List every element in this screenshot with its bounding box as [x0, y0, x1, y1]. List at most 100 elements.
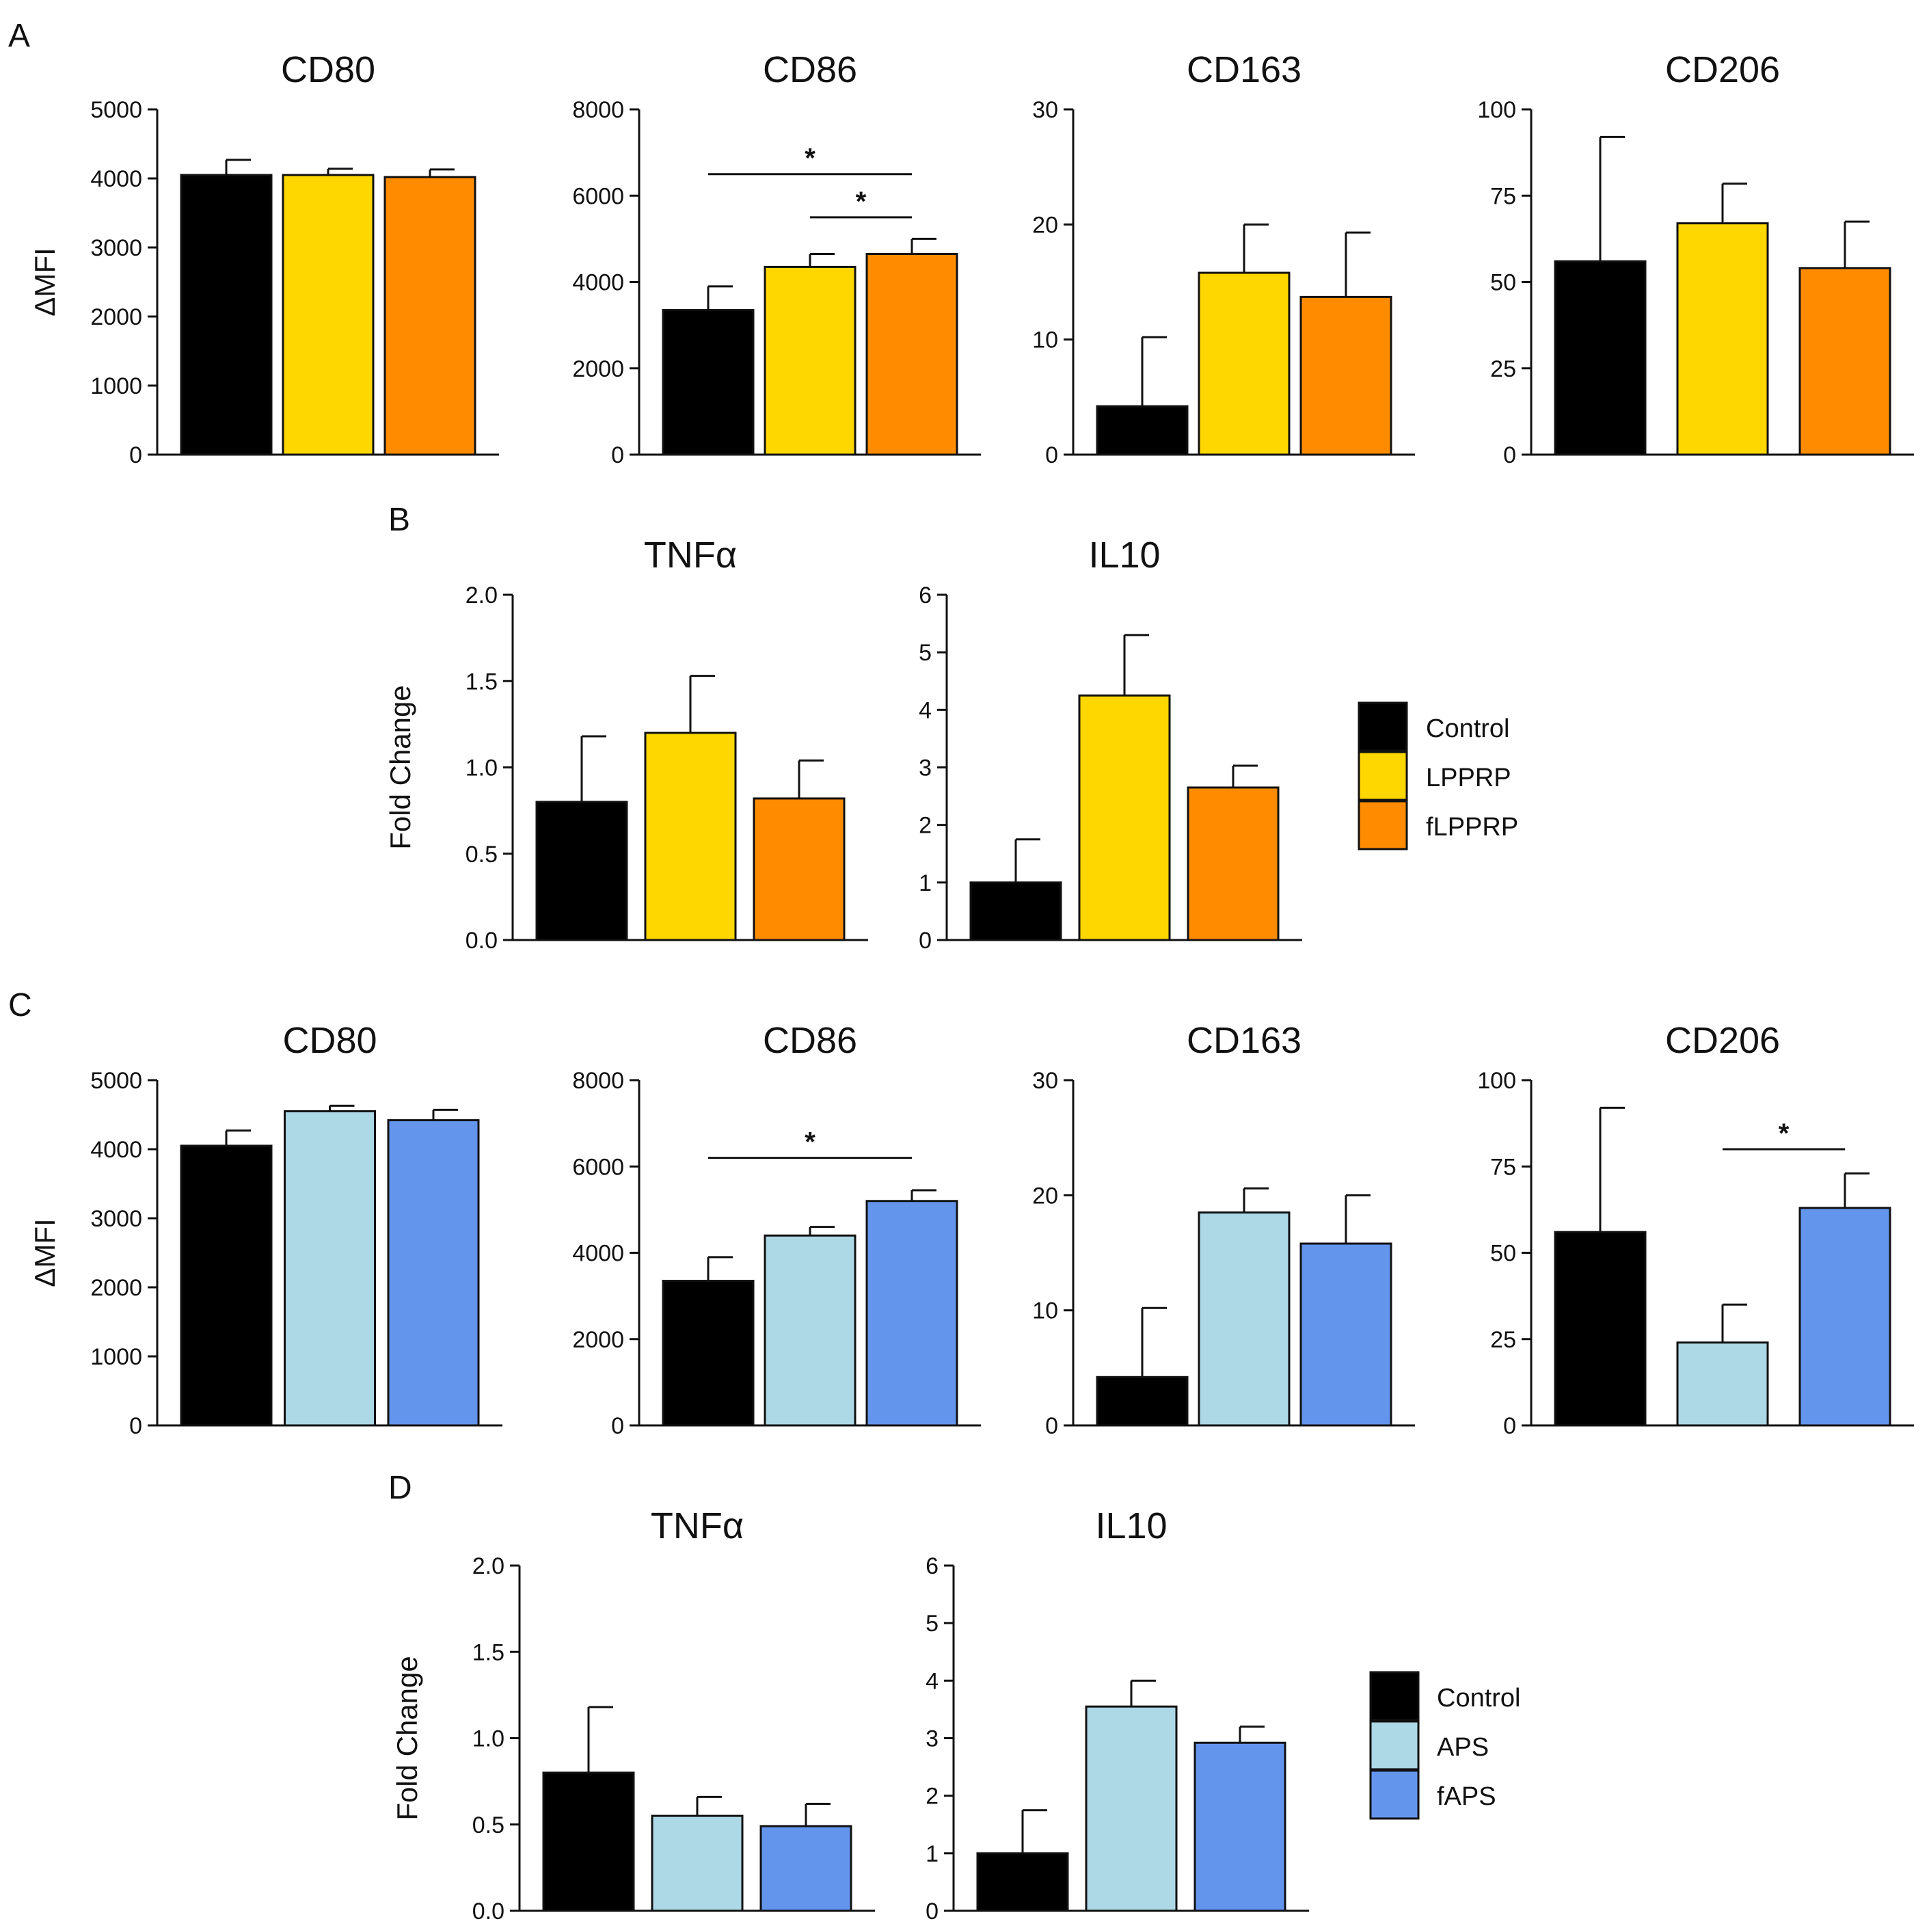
bar-control	[1554, 260, 1647, 456]
chart-c2: 0 2000 4000 6000 8000 CD86 *	[572, 1020, 981, 1439]
chart-a4: 0 25 50 75 100 CD206	[1477, 49, 1914, 468]
chart-title: IL10	[1095, 1505, 1167, 1546]
y-tick-label: 50	[1490, 270, 1516, 296]
bar-lpprp	[764, 265, 856, 456]
chart-a2: 0 2000 4000 6000 8000 CD86 * *	[572, 49, 981, 468]
bar-lpprp	[1676, 222, 1769, 456]
legend-d-swatch-1	[1369, 1720, 1420, 1771]
chart-a1: 0 1000 2000 3000 4000 5000 CD80 ΔMFI	[29, 49, 499, 468]
bar-lpprp	[1078, 694, 1171, 941]
panel-label-c: C	[8, 987, 32, 1023]
legend-d-swatch-2	[1369, 1769, 1420, 1820]
y-tick-label: 30	[1032, 97, 1058, 123]
legend-b-label-2: fLPPRP	[1426, 813, 1518, 842]
chart-title: CD80	[282, 1020, 377, 1061]
bar-control	[662, 1280, 755, 1427]
legend-d: Control APS fAPS	[1369, 1671, 1521, 1820]
y-tick-label: 0	[1045, 442, 1058, 468]
y-tick-label: 4	[919, 697, 932, 723]
bar-faps	[1193, 1741, 1286, 1912]
bar-aps	[284, 1110, 376, 1427]
y-tick-label: 1000	[90, 1344, 142, 1370]
y-tick-label: 20	[1032, 212, 1058, 238]
y-tick-label: 1	[926, 1841, 939, 1867]
y-tick-label: 5000	[90, 97, 142, 123]
y-tick-label: 0	[611, 442, 624, 468]
charts-group: 010002000300040005000CD80ΔMFI02000400060…	[29, 49, 1914, 1924]
bar-aps	[1085, 1705, 1178, 1912]
y-tick-label: 2000	[572, 1327, 624, 1353]
panel-label-d: D	[388, 1470, 412, 1506]
y-tick-label: 0	[1503, 1413, 1516, 1439]
bar-flpprp	[1798, 267, 1891, 456]
y-tick-label: 3000	[90, 235, 142, 261]
chart-d1: 0.0 0.5 1.0 1.5 2.0 TNFα Fold Change	[391, 1505, 875, 1924]
y-tick-label: 2000	[90, 304, 142, 330]
panel-label-b: B	[388, 502, 410, 538]
bar-control	[535, 801, 628, 941]
chart-c4: 0 25 50 75 100 CD206 *	[1477, 1020, 1914, 1439]
y-tick-label: 0	[611, 1413, 624, 1439]
legend-d-label-1: APS	[1437, 1733, 1489, 1762]
bar-control	[1096, 405, 1189, 456]
y-tick-label: 0	[129, 1413, 142, 1439]
legend-b-swatch-0	[1358, 701, 1408, 752]
legend-b-label-1: LPPRP	[1426, 764, 1511, 792]
bar-flpprp	[383, 176, 476, 456]
y-tick-label: 3	[919, 755, 932, 781]
chart-d2: 0 1 2 3 4 5 6 IL10	[926, 1505, 1309, 1924]
y-tick-label: 25	[1490, 356, 1516, 382]
bar-flpprp	[1187, 786, 1280, 941]
y-tick-label: 0	[926, 1899, 939, 1924]
y-tick-label: 100	[1477, 1068, 1516, 1094]
y-tick-label: 0.5	[472, 1812, 504, 1838]
y-axis-label: Fold Change	[391, 1656, 423, 1821]
y-tick-label: 75	[1490, 1154, 1516, 1180]
significance-star: *	[805, 144, 815, 174]
bar-lpprp	[644, 732, 737, 941]
legend-d-label-0: Control	[1437, 1684, 1521, 1713]
bar-aps	[1676, 1341, 1769, 1427]
bar-flpprp	[753, 797, 846, 941]
y-tick-label: 4000	[572, 1241, 624, 1267]
bar-faps	[865, 1200, 958, 1427]
y-tick-label: 100	[1477, 97, 1516, 123]
y-tick-label: 8000	[572, 1068, 624, 1094]
y-tick-label: 1.0	[472, 1726, 504, 1752]
bar-lpprp	[282, 174, 375, 456]
bar-flpprp	[865, 252, 958, 456]
y-tick-label: 4000	[90, 1137, 142, 1163]
bar-control	[662, 309, 755, 456]
significance-star: *	[856, 187, 867, 217]
bar-control	[969, 881, 1062, 941]
legend-d-label-2: fAPS	[1437, 1782, 1496, 1811]
bar-control	[180, 1144, 273, 1427]
y-tick-label: 10	[1032, 1298, 1058, 1324]
y-tick-label: 2000	[572, 356, 624, 382]
y-tick-label: 6	[926, 1553, 939, 1579]
y-tick-label: 8000	[572, 97, 624, 123]
legend-b-swatch-1	[1358, 751, 1408, 801]
y-tick-label: 0	[919, 928, 932, 954]
chart-title: CD86	[763, 1020, 857, 1061]
panel-label-a: A	[8, 18, 30, 54]
legend-d-swatch-0	[1369, 1671, 1420, 1721]
y-tick-label: 30	[1032, 1068, 1058, 1094]
bar-control	[542, 1771, 635, 1912]
y-tick-label: 1.5	[472, 1639, 504, 1665]
chart-b2: 0 1 2 3 4 5 6 IL10	[919, 535, 1302, 954]
y-tick-label: 20	[1032, 1183, 1058, 1209]
chart-c1: 0 1000 2000 3000 4000 5000 CD80 ΔMFI	[29, 1020, 502, 1439]
chart-title: CD163	[1187, 1020, 1301, 1061]
legend-b-label-0: Control	[1426, 714, 1510, 743]
y-tick-label: 1	[919, 870, 932, 896]
y-axis-label: Fold Change	[384, 685, 416, 850]
chart-title: CD86	[763, 49, 857, 90]
y-tick-label: 2.0	[466, 582, 498, 608]
bar-control	[180, 174, 273, 456]
chart-title: TNFα	[651, 1505, 744, 1546]
significance-star: *	[1779, 1118, 1790, 1149]
y-axis-label: ΔMFI	[29, 247, 61, 316]
bar-lpprp	[1198, 271, 1291, 456]
significance-star: *	[805, 1127, 815, 1157]
